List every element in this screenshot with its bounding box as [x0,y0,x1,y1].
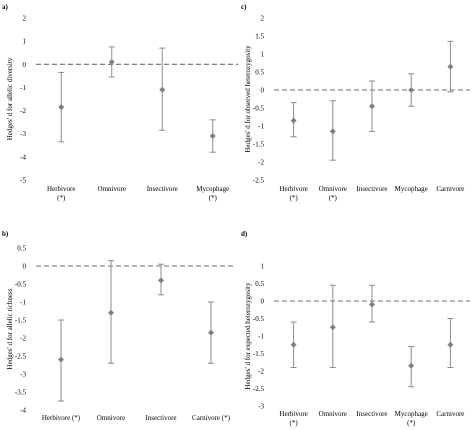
category-label: Herbivore (*) [279,410,307,427]
y-tick-label: -1 [20,84,26,92]
y-tick-label: 0.5 [255,280,264,288]
y-tick-label: 1 [261,51,265,59]
category-label: Herbivore (*) [42,414,81,422]
y-tick-label: -2 [258,159,264,167]
y-tick-label: -1 [258,123,264,131]
y-tick-label: -2.5 [15,353,27,361]
y-tick-label: -2 [20,107,26,115]
y-tick-label: 0 [23,61,27,69]
data-point [159,86,166,93]
panel-label: a) [2,3,9,11]
y-tick-label: 1 [23,38,27,46]
data-point [447,63,454,70]
data-point [447,341,454,348]
data-point [290,117,297,124]
y-tick-label: 0.5 [17,245,26,253]
y-axis-title: Hedges' d for allelic diversity [6,57,14,140]
category-label: Carnivore (*) [192,414,231,422]
data-point [208,329,214,336]
y-tick-label: -2.5 [253,177,265,185]
category-label: Insectivore [147,185,178,193]
data-point [58,104,65,111]
category-label: Carnivore [436,185,464,193]
y-tick-label: -2.5 [253,385,265,393]
y-tick-label: -3 [20,130,26,138]
category-label: Carnivore [436,410,464,418]
y-tick-label: -0.5 [15,281,27,289]
chart-panel-3: b) 0.5 0 -0.5 -1 -1.5 -2 -2.5 -3 -3.5 -4 Hedges' d … [2,230,236,422]
y-tick-label: -4 [20,407,26,415]
category-label: Omnivore [319,410,347,418]
y-tick-label: -2 [20,335,26,343]
y-axis-title: Hedges' d for allelic richness [6,288,14,369]
data-point [158,277,164,284]
y-tick-label: -0.5 [253,315,265,323]
y-axis-title: Hedges' d for observed heterozygosity [244,45,252,153]
data-point [408,87,415,93]
data-point [108,58,115,65]
data-point [369,103,375,110]
category-label: Mycophage [395,185,428,193]
data-point [329,324,336,331]
panel-label: c) [241,3,247,11]
chart-panel-4: d) 1 0.5 0 -0.5 -1 -1.5 -2 -2.5 -3 Hedges' d for e… [241,230,470,427]
y-tick-label: -4 [20,153,26,161]
category-label: Mycophage (*) [395,410,428,427]
y-tick-label: 0 [23,263,27,271]
panel-label: d) [241,230,248,238]
y-tick-label: 1 [261,263,265,271]
y-tick-label: -1.5 [253,350,265,358]
y-tick-label: 2 [261,15,265,23]
data-point [58,356,64,363]
data-point [369,301,375,308]
y-tick-label: -1.5 [15,317,27,325]
chart-panel-2: c) 2 1.5 1 0.5 0 -0.5 -1 -1.5 -2 -2.5 Hedges' d for… [241,3,470,202]
y-tick-label: 0 [261,87,265,95]
y-tick-label: -1 [258,333,264,341]
category-label: Herbivore (*) [47,185,75,202]
category-label: Herbivore (*) [279,185,307,202]
y-axis-title: Hedges' d for expected heterozygosity [244,282,252,389]
y-tick-label: -0.5 [253,105,265,113]
y-tick-label: -1 [20,299,26,307]
y-tick-label: 0 [261,298,265,306]
y-tick-label: -5 [20,177,26,185]
y-tick-label: -3 [258,403,264,411]
y-tick-label: 2 [23,15,27,23]
y-tick-label: -3 [20,371,26,379]
chart-panel-1: a) 2 1 0 -1 -2 -3 -4 -5 Hedges' d for allelic div… [2,3,238,202]
category-label: Insectivore [356,410,387,418]
data-point [408,362,415,369]
category-label: Omnivore [97,414,125,422]
y-tick-label: -1.5 [253,141,265,149]
category-label: Mycophage (*) [196,185,229,202]
category-label: Insectivore [145,414,176,422]
data-point [329,128,336,135]
y-tick-label: 0.5 [255,69,264,77]
panel-label: b) [2,230,9,238]
data-point [209,133,216,140]
category-label: Omnivore (*) [319,185,347,202]
data-point [290,341,297,348]
y-tick-label: -2 [258,368,264,376]
category-label: Insectivore [356,185,387,193]
category-label: Omnivore [98,185,126,193]
data-point [108,309,114,316]
y-tick-label: 1.5 [255,33,264,41]
y-tick-label: -3.5 [15,389,27,397]
